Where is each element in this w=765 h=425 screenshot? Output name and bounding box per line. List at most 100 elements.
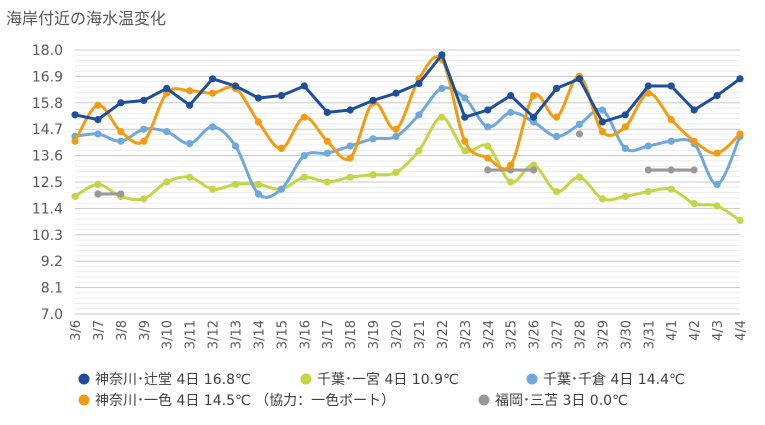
data-point bbox=[552, 113, 561, 121]
data-point bbox=[736, 216, 744, 224]
data-point bbox=[186, 173, 194, 181]
x-tick-label: 3/28 bbox=[573, 320, 588, 349]
data-point bbox=[621, 111, 629, 119]
data-point bbox=[94, 180, 102, 188]
data-point bbox=[300, 173, 308, 181]
data-point bbox=[713, 149, 721, 157]
y-tick-label: 10.3 bbox=[32, 228, 63, 244]
x-tick-label: 3/31 bbox=[642, 320, 657, 349]
data-point bbox=[254, 94, 263, 102]
y-tick-label: 15.8 bbox=[32, 96, 63, 112]
data-point bbox=[552, 132, 561, 140]
legend-label: 神奈川･辻堂 4日 16.8℃ bbox=[95, 372, 251, 388]
x-tick-label: 3/19 bbox=[367, 320, 382, 349]
x-tick-label: 3/23 bbox=[459, 320, 474, 349]
x-tick-label: 4/3 bbox=[711, 320, 726, 341]
y-tick-label: 12.5 bbox=[32, 175, 63, 191]
data-point bbox=[140, 96, 148, 104]
data-point bbox=[231, 142, 240, 150]
x-tick-label: 3/21 bbox=[413, 320, 428, 349]
series-line bbox=[73, 55, 742, 171]
data-point bbox=[140, 137, 148, 145]
data-point bbox=[667, 137, 675, 145]
data-point bbox=[323, 178, 331, 186]
data-point bbox=[713, 180, 721, 188]
legend-marker bbox=[526, 373, 538, 385]
series-1 bbox=[71, 113, 744, 224]
data-point bbox=[117, 190, 125, 198]
x-tick-label: 3/22 bbox=[436, 320, 451, 349]
data-point bbox=[690, 137, 698, 145]
x-tick-label: 3/8 bbox=[115, 320, 130, 341]
data-point bbox=[621, 144, 629, 152]
y-axis-ticks: 18.0 16.9 15.8 14.7 13.6 12.5 11.4 10.3 9.2 8.1 7.… bbox=[32, 43, 63, 323]
data-point bbox=[461, 147, 469, 155]
series-line bbox=[74, 53, 741, 124]
legend-label: 福岡･三苫 3日 0.0℃ bbox=[495, 392, 628, 409]
data-point bbox=[323, 149, 331, 157]
legend-marker bbox=[78, 373, 90, 385]
series-line bbox=[74, 115, 741, 222]
data-point bbox=[667, 166, 675, 174]
data-point bbox=[71, 111, 79, 119]
data-point bbox=[117, 137, 125, 145]
data-point bbox=[438, 84, 446, 92]
data-point bbox=[690, 166, 698, 174]
y-tick-label: 14.7 bbox=[32, 122, 63, 138]
data-point bbox=[644, 166, 652, 174]
x-tick-label: 3/20 bbox=[390, 320, 405, 349]
data-point bbox=[369, 96, 377, 104]
data-point bbox=[346, 173, 354, 181]
data-point bbox=[346, 106, 354, 114]
data-point bbox=[277, 185, 285, 193]
data-point bbox=[415, 111, 423, 119]
x-tick-label: 3/7 bbox=[92, 320, 107, 341]
data-point bbox=[94, 116, 102, 124]
x-tick-label: 3/12 bbox=[207, 320, 222, 349]
x-tick-label: 3/27 bbox=[551, 320, 566, 349]
data-point bbox=[163, 178, 171, 186]
data-point bbox=[507, 161, 515, 169]
x-tick-label: 3/26 bbox=[528, 320, 543, 349]
data-point bbox=[438, 51, 446, 59]
x-axis-ticks: 3/6 3/7 3/8 3/9 3/10 3/11 3/12 3/13 3/14 3/15 3/16… bbox=[69, 320, 749, 349]
x-tick-label: 3/17 bbox=[321, 320, 336, 349]
data-point bbox=[186, 87, 194, 95]
data-point bbox=[575, 173, 584, 181]
series-layer bbox=[71, 51, 744, 224]
data-point bbox=[300, 113, 308, 121]
data-point bbox=[575, 130, 584, 138]
x-tick-label: 3/18 bbox=[344, 320, 359, 349]
data-point bbox=[598, 195, 607, 203]
x-tick-label: 3/10 bbox=[161, 320, 176, 349]
data-point bbox=[644, 188, 652, 196]
data-point bbox=[507, 178, 515, 186]
data-point bbox=[163, 128, 171, 136]
data-point bbox=[300, 152, 308, 160]
data-point bbox=[644, 142, 652, 150]
data-point bbox=[461, 137, 469, 145]
legend-label: 神奈川･一色 4日 14.5℃ （協力：一色ボート） bbox=[95, 392, 395, 409]
data-point bbox=[186, 101, 194, 109]
data-point bbox=[369, 135, 377, 143]
y-tick-label: 13.6 bbox=[32, 149, 63, 165]
data-point bbox=[254, 190, 263, 198]
x-tick-label: 3/16 bbox=[298, 320, 313, 349]
legend-label: 千葉･一宮 4日 10.9℃ bbox=[317, 372, 459, 388]
data-point bbox=[346, 142, 354, 150]
data-point bbox=[644, 82, 652, 90]
x-tick-label: 3/6 bbox=[69, 320, 84, 341]
data-point bbox=[94, 190, 102, 198]
data-point bbox=[277, 144, 285, 152]
data-point bbox=[438, 113, 446, 121]
data-point bbox=[208, 89, 217, 97]
data-point bbox=[552, 188, 561, 196]
data-point bbox=[530, 113, 538, 121]
data-point bbox=[208, 185, 217, 193]
data-point bbox=[713, 92, 721, 100]
data-point bbox=[461, 113, 469, 121]
data-point bbox=[507, 108, 515, 116]
data-point bbox=[231, 82, 240, 90]
x-tick-label: 3/29 bbox=[596, 320, 611, 349]
data-point bbox=[94, 101, 102, 109]
